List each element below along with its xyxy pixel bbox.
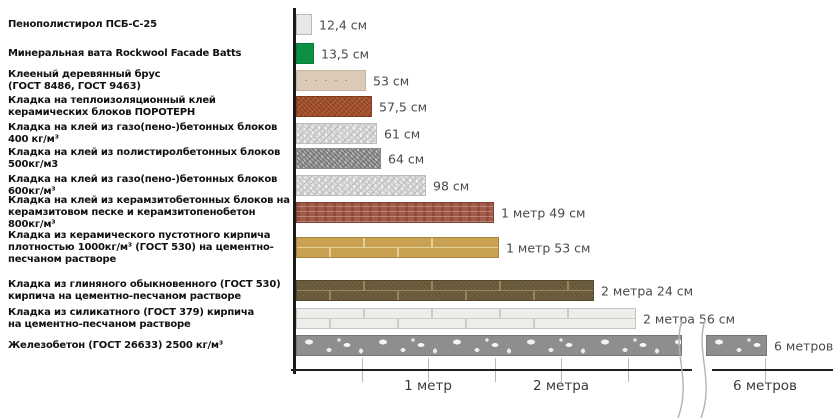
value-label: 1 метр 49 см — [501, 205, 586, 220]
bar — [296, 70, 366, 91]
value-label: 57,5 см — [379, 99, 428, 114]
category-label: Клееный деревянный брус (ГОСТ 8486, ГОСТ… — [8, 68, 161, 92]
bar — [296, 308, 636, 329]
bar — [296, 14, 312, 35]
bar — [296, 280, 594, 301]
category-label: Минеральная вата Rockwool Facade Batts — [8, 47, 242, 59]
bar — [296, 237, 499, 258]
value-label: 12,4 см — [319, 17, 368, 32]
category-label: Кладка из глиняного обыкновенного (ГОСТ … — [8, 278, 281, 302]
value-label: 2 метра 56 см — [643, 311, 736, 326]
category-label: Кладка из керамического пустотного кирпи… — [8, 229, 274, 265]
bar — [296, 202, 494, 223]
category-label: Пенополистирол ПСБ-С-25 — [8, 18, 157, 30]
x-axis-tick-label-6m: 6 метров — [732, 378, 798, 394]
value-label: 2 метра 24 см — [601, 283, 694, 298]
value-label: 61 см — [384, 126, 421, 141]
category-label: Кладка на клей из полистиролбетонных бло… — [8, 146, 281, 170]
bar-segment — [296, 335, 682, 356]
bar — [296, 175, 426, 196]
category-label: Кладка на клей из газо(пено-)бетонных бл… — [8, 173, 278, 197]
x-axis-line-right — [712, 369, 833, 371]
category-label: Кладка на клей из керамзитобетонных блок… — [8, 194, 290, 230]
bar-segment — [706, 335, 767, 356]
axis-break-icon — [677, 320, 707, 418]
category-label: Кладка на клей из газо(пено-)бетонных бл… — [8, 121, 278, 145]
x-axis-tick-label-2m: 2 метра — [532, 378, 590, 394]
x-axis-line-left — [291, 369, 692, 371]
value-label: 98 см — [433, 178, 470, 193]
bar — [296, 43, 314, 64]
bar — [296, 96, 372, 117]
value-label: 53 см — [373, 73, 410, 88]
bar — [296, 123, 377, 144]
category-label: Железобетон (ГОСТ 26633) 2500 кг/м³ — [8, 339, 224, 351]
category-label: Кладка на теплоизоляционный клей керамич… — [8, 94, 216, 118]
value-label: 1 метр 53 см — [506, 240, 591, 255]
value-label: 13,5 см — [321, 46, 370, 61]
category-label: Кладка из силикатного (ГОСТ 379) кирпича… — [8, 306, 255, 330]
bar — [296, 148, 381, 169]
x-axis-tick-label-1m: 1 метр — [404, 378, 452, 394]
value-label: 64 см — [388, 151, 425, 166]
value-label: 6 метров — [774, 338, 834, 353]
y-axis-line — [293, 8, 296, 374]
